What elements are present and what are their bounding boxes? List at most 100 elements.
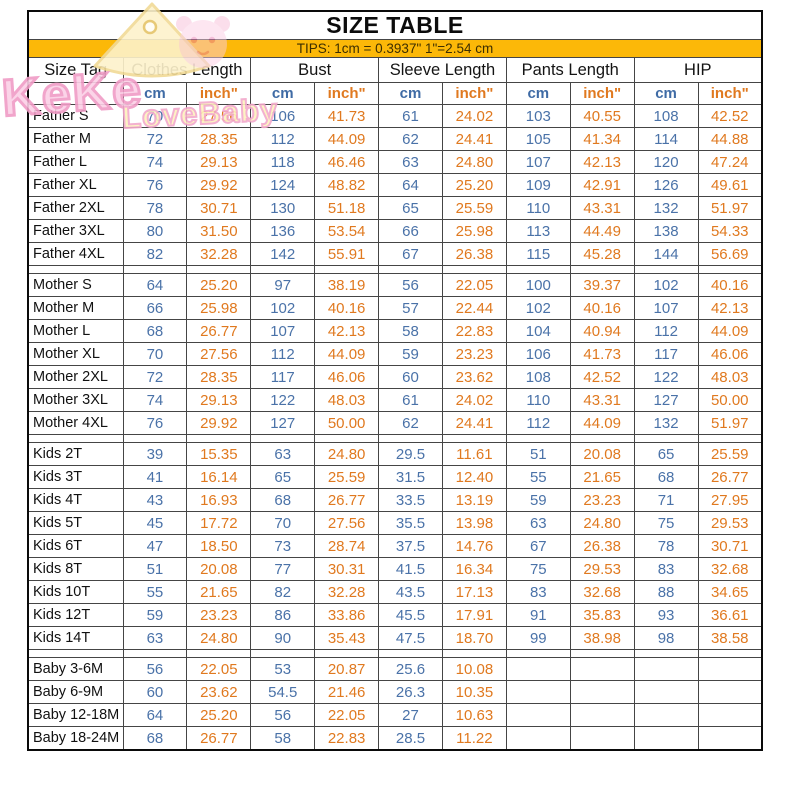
spacer-cell	[569, 434, 635, 443]
table-row: Mother M 66 25.98 102 40.16 57 22.44 102 40.16 10…	[27, 296, 763, 320]
cm-value-cell: 55	[505, 465, 571, 489]
table-row: Kids 6T 47 18.50 73 28.74 37.5 14.76 67 26.38 78 3…	[27, 534, 763, 558]
cm-value-cell: 41.5	[378, 557, 443, 581]
table-row: Baby 6-9M 60 23.62 54.5 21.46 26.3 10.35	[27, 680, 763, 704]
cm-value-cell: 72	[122, 127, 188, 151]
inch-value-cell: 49.61	[697, 173, 763, 197]
cm-value-cell: 61	[378, 388, 443, 412]
inch-value-cell: 43.31	[569, 196, 635, 220]
inch-value-cell: 25.59	[441, 196, 507, 220]
cm-value-cell: 55	[122, 580, 188, 604]
spacer-cell	[314, 265, 380, 274]
size-tag-cell: Kids 2T	[27, 442, 124, 466]
spacer-cell	[569, 649, 635, 658]
spacer-cell	[122, 265, 188, 274]
col-header-sleeve-length: Sleeve Length	[378, 57, 507, 83]
inch-value-cell: 31.50	[186, 219, 252, 243]
inch-value-cell: 42.52	[569, 365, 635, 389]
inch-value-cell: 21.65	[186, 580, 252, 604]
inch-value-cell: 10.35	[441, 680, 507, 704]
spacer-cell	[27, 434, 124, 443]
inch-value-cell: 16.34	[441, 557, 507, 581]
cm-value-cell: 110	[505, 388, 571, 412]
table-row: Mother L 68 26.77 107 42.13 58 22.83 104 40.94 11…	[27, 319, 763, 343]
cm-value-cell: 107	[250, 319, 316, 343]
inch-value-cell: 40.16	[314, 296, 380, 320]
inch-value-cell: 48.03	[314, 388, 380, 412]
cm-value-cell: 65	[250, 465, 316, 489]
cm-value-cell: 25.6	[378, 657, 443, 681]
cm-value-cell: 68	[633, 465, 699, 489]
inch-value-cell: 21.46	[314, 680, 380, 704]
inch-value-cell	[697, 703, 763, 727]
inch-value-cell: 24.41	[441, 127, 507, 151]
cm-value-cell: 136	[250, 219, 316, 243]
cm-value-cell: 75	[633, 511, 699, 535]
cm-value-cell: 65	[378, 196, 443, 220]
size-tag-cell: Kids 10T	[27, 580, 124, 604]
inch-value-cell: 29.13	[186, 388, 252, 412]
inch-value-cell: 11.61	[441, 442, 507, 466]
inch-value-cell: 26.38	[441, 242, 507, 266]
spacer-cell	[697, 265, 763, 274]
inch-value-cell: 54.33	[697, 219, 763, 243]
size-tag-cell: Kids 3T	[27, 465, 124, 489]
size-tag-cell: Mother S	[27, 273, 124, 297]
cm-value-cell: 51	[505, 442, 571, 466]
cm-value-cell: 33.5	[378, 488, 443, 512]
col-header-bust: Bust	[250, 57, 380, 83]
spacer-cell	[250, 434, 316, 443]
cm-value-cell: 62	[378, 411, 443, 435]
cm-value-cell: 64	[122, 273, 188, 297]
inch-value-cell: 41.73	[569, 342, 635, 366]
cm-value-cell: 106	[250, 104, 316, 128]
table-row: Kids 3T 41 16.14 65 25.59 31.5 12.40 55 21.65 68 2…	[27, 465, 763, 489]
cm-value-cell: 102	[505, 296, 571, 320]
cm-value-cell: 45	[122, 511, 188, 535]
spacer-cell	[441, 649, 507, 658]
cm-value-cell: 59	[378, 342, 443, 366]
title-row: SIZE TABLE	[27, 10, 763, 40]
inch-value-cell: 32.28	[314, 580, 380, 604]
cm-value-cell: 122	[250, 388, 316, 412]
inch-value-cell: 27.56	[186, 104, 252, 128]
size-tag-cell: Kids 5T	[27, 511, 124, 535]
cm-value-cell: 90	[250, 626, 316, 650]
cm-value-cell	[633, 680, 699, 704]
inch-value-cell: 40.16	[697, 273, 763, 297]
cm-value-cell: 105	[505, 127, 571, 151]
unit-inch-label: inch"	[314, 82, 380, 105]
inch-value-cell: 26.77	[697, 465, 763, 489]
inch-value-cell: 26.77	[186, 319, 252, 343]
table-row: Father XL 76 29.92 124 48.82 64 25.20 109 42.91 1…	[27, 173, 763, 197]
inch-value-cell: 22.44	[441, 296, 507, 320]
page-title: SIZE TABLE	[27, 10, 763, 40]
cm-value-cell: 88	[633, 580, 699, 604]
table-row: Baby 12-18M 64 25.20 56 22.05 27 10.63	[27, 703, 763, 727]
inch-value-cell: 29.13	[186, 150, 252, 174]
spacer-cell	[122, 434, 188, 443]
cm-value-cell: 59	[505, 488, 571, 512]
inch-value-cell: 38.19	[314, 273, 380, 297]
table-row: Baby 3-6M 56 22.05 53 20.87 25.6 10.08	[27, 657, 763, 681]
inch-value-cell: 10.08	[441, 657, 507, 681]
inch-value-cell: 45.28	[569, 242, 635, 266]
cm-value-cell: 72	[122, 365, 188, 389]
inch-value-cell: 27.56	[186, 342, 252, 366]
cm-value-cell: 70	[122, 104, 188, 128]
size-table-container: SIZE TABLE TIPS: 1cm = 0.3937" 1"=2.54 c…	[27, 10, 763, 751]
inch-value-cell: 36.61	[697, 603, 763, 627]
tips-row: TIPS: 1cm = 0.3937" 1"=2.54 cm	[27, 39, 763, 58]
cm-value-cell: 71	[633, 488, 699, 512]
inch-value-cell: 26.77	[314, 488, 380, 512]
inch-value-cell: 35.43	[314, 626, 380, 650]
cm-value-cell: 64	[122, 703, 188, 727]
cm-value-cell: 63	[505, 511, 571, 535]
inch-value-cell: 24.80	[314, 442, 380, 466]
inch-value-cell: 33.86	[314, 603, 380, 627]
inch-value-cell: 16.14	[186, 465, 252, 489]
inch-value-cell: 24.80	[186, 626, 252, 650]
inch-value-cell: 28.74	[314, 534, 380, 558]
cm-value-cell: 64	[378, 173, 443, 197]
